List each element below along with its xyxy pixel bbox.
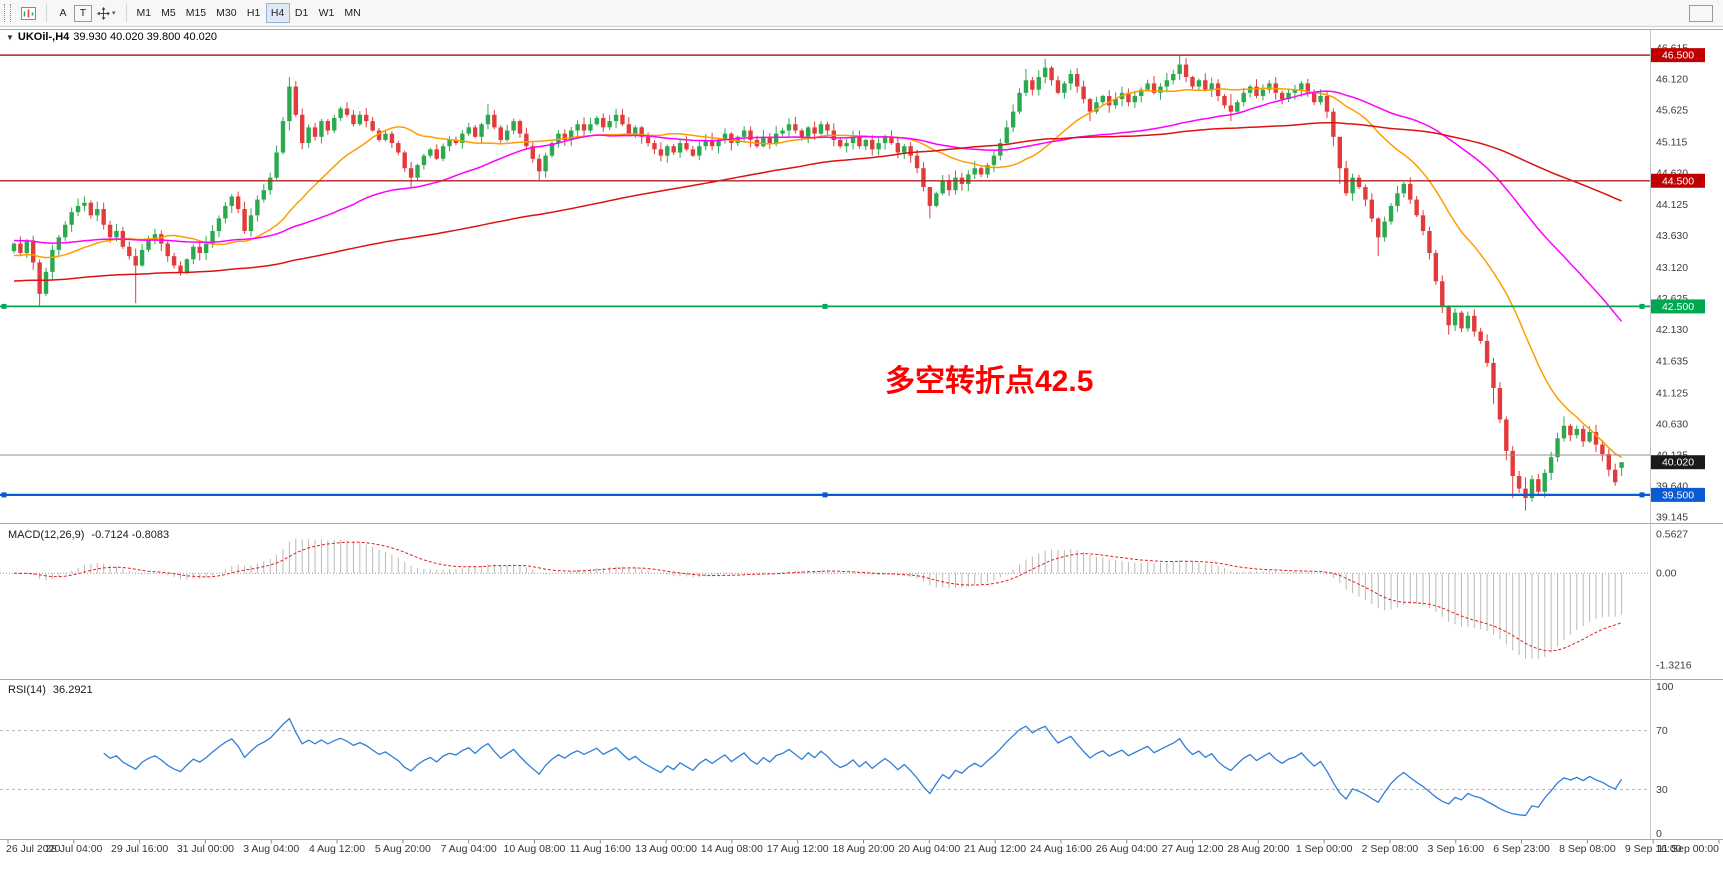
toolbar-separator — [125, 4, 127, 22]
chart-window-icon[interactable] — [16, 3, 41, 23]
toolbar-grip[interactable] — [4, 4, 11, 22]
svg-text:30: 30 — [1656, 784, 1668, 796]
svg-text:40.630: 40.630 — [1656, 418, 1688, 430]
svg-text:45.115: 45.115 — [1656, 137, 1687, 149]
symbol-name: UKOil-,H4 — [17, 31, 70, 43]
timeframe-m30-button[interactable]: M30 — [211, 3, 241, 23]
svg-text:45.625: 45.625 — [1656, 105, 1688, 117]
svg-text:29 Jul 16:00: 29 Jul 16:00 — [111, 843, 168, 855]
svg-text:3 Aug 04:00: 3 Aug 04:00 — [243, 843, 299, 855]
move-arrows-icon — [97, 6, 110, 20]
svg-text:18 Aug 20:00: 18 Aug 20:00 — [833, 843, 895, 855]
svg-text:10 Aug 08:00: 10 Aug 08:00 — [504, 843, 566, 855]
svg-text:46.500: 46.500 — [1662, 50, 1694, 62]
macd-values: -0.7124 -0.8083 — [91, 529, 170, 541]
crosshair-tool-button[interactable]: ▾ — [92, 3, 121, 23]
svg-text:1 Sep 00:00: 1 Sep 00:00 — [1296, 843, 1353, 855]
price-axis[interactable]: 46.61546.12045.62545.11544.62044.12543.6… — [1651, 42, 1705, 840]
chart-annotation-text[interactable]: 多空转折点42.5 — [885, 365, 1094, 398]
caret-down-icon: ▾ — [112, 10, 116, 17]
svg-text:46.120: 46.120 — [1656, 74, 1688, 86]
toolbar-extra-button[interactable] — [1689, 4, 1713, 22]
chart-symbol-label: ▼ UKOil-,H4 39.930 40.020 39.800 40.020 — [6, 31, 217, 43]
svg-text:44.125: 44.125 — [1656, 199, 1688, 211]
macd-label: MACD(12,26,9) — [8, 529, 85, 541]
svg-text:44.500: 44.500 — [1662, 175, 1694, 187]
svg-text:28 Aug 20:00: 28 Aug 20:00 — [1227, 843, 1289, 855]
timeframe-h1-button[interactable]: H1 — [242, 3, 266, 23]
svg-text:9 Sep 16:00: 9 Sep 16:00 — [1625, 843, 1682, 855]
rsi-pane-label: RSI(14) 36.2921 — [8, 684, 93, 696]
toolbar: A T ▾ M1 M5 M15 M30 H1 H4 D1 W1 MN — [0, 0, 1723, 27]
svg-text:0.5627: 0.5627 — [1656, 529, 1688, 541]
svg-text:8 Sep 08:00: 8 Sep 08:00 — [1559, 843, 1616, 855]
macd-pane-label: MACD(12,26,9) -0.7124 -0.8083 — [8, 529, 169, 541]
rsi-line — [103, 717, 1623, 817]
price-badge-39.500 — [1651, 487, 1705, 502]
svg-text:7 Aug 04:00: 7 Aug 04:00 — [441, 843, 497, 855]
rsi-label: RSI(14) — [8, 684, 46, 696]
horizontal-lines — [0, 54, 1650, 498]
svg-text:43.120: 43.120 — [1656, 262, 1688, 274]
svg-text:31 Jul 00:00: 31 Jul 00:00 — [177, 843, 234, 855]
price-badge-42.500 — [1651, 299, 1705, 314]
svg-text:100: 100 — [1656, 681, 1674, 693]
timeframe-h4-button[interactable]: H4 — [265, 3, 290, 23]
candlestick-series — [11, 55, 1624, 511]
timeframe-m5-button[interactable]: M5 — [156, 3, 181, 23]
svg-text:2 Sep 08:00: 2 Sep 08:00 — [1362, 843, 1419, 855]
price-badge-46.500 — [1651, 48, 1705, 63]
timeframe-m1-button[interactable]: M1 — [132, 3, 157, 23]
svg-text:24 Aug 16:00: 24 Aug 16:00 — [1030, 843, 1092, 855]
text-tool-button[interactable]: T — [74, 4, 92, 22]
svg-text:11 Aug 16:00: 11 Aug 16:00 — [570, 843, 631, 855]
price-badge-44.500 — [1651, 173, 1705, 188]
svg-text:14 Aug 08:00: 14 Aug 08:00 — [701, 843, 763, 855]
svg-text:42.130: 42.130 — [1656, 324, 1688, 336]
moving-average-120 — [13, 121, 1622, 282]
current-ohlc-text: 39.930 40.020 39.800 40.020 — [73, 31, 218, 43]
svg-text:4 Aug 12:00: 4 Aug 12:00 — [309, 843, 365, 855]
moving-average-50 — [13, 90, 1623, 322]
svg-text:27 Aug 12:00: 27 Aug 12:00 — [1162, 843, 1224, 855]
svg-text:39.145: 39.145 — [1656, 512, 1688, 524]
svg-text:13 Aug 00:00: 13 Aug 00:00 — [635, 843, 697, 855]
pointer-tool-button[interactable]: A — [52, 3, 74, 23]
svg-text:41.125: 41.125 — [1656, 387, 1688, 399]
svg-text:26 Aug 04:00: 26 Aug 04:00 — [1096, 843, 1158, 855]
svg-text:70: 70 — [1656, 725, 1668, 737]
svg-text:-1.3216: -1.3216 — [1656, 660, 1692, 672]
toolbar-separator — [46, 4, 47, 22]
price-badge-40.020 — [1651, 455, 1705, 470]
svg-text:3 Sep 16:00: 3 Sep 16:00 — [1427, 843, 1484, 855]
pane-separators — [0, 29, 1723, 840]
svg-text:43.630: 43.630 — [1656, 230, 1688, 242]
bar-chart-icon — [21, 6, 36, 20]
timeframe-w1-button[interactable]: W1 — [314, 3, 340, 23]
timeframe-d1-button[interactable]: D1 — [290, 3, 314, 23]
rsi-value: 36.2921 — [52, 684, 93, 696]
svg-text:28 Jul 04:00: 28 Jul 04:00 — [45, 843, 102, 855]
svg-text:40.020: 40.020 — [1662, 457, 1694, 469]
timeframe-mn-button[interactable]: MN — [339, 3, 365, 23]
svg-text:11 Sep 00:00: 11 Sep 00:00 — [1657, 843, 1719, 855]
svg-text:0: 0 — [1656, 828, 1662, 840]
svg-text:26 Jul 2020: 26 Jul 2020 — [6, 843, 60, 855]
macd-signal-line — [13, 541, 1622, 652]
svg-text:39.500: 39.500 — [1662, 489, 1694, 501]
svg-text:0.00: 0.00 — [1656, 568, 1677, 580]
svg-text:42.500: 42.500 — [1662, 301, 1694, 313]
svg-text:41.635: 41.635 — [1656, 355, 1688, 367]
macd-histogram — [19, 538, 1623, 660]
svg-text:17 Aug 12:00: 17 Aug 12:00 — [767, 843, 829, 855]
symbol-dropdown-icon[interactable]: ▼ — [6, 32, 14, 42]
svg-text:6 Sep 23:00: 6 Sep 23:00 — [1493, 843, 1550, 855]
svg-text:5 Aug 20:00: 5 Aug 20:00 — [375, 843, 431, 855]
timeframe-m15-button[interactable]: M15 — [181, 3, 211, 23]
svg-text:21 Aug 12:00: 21 Aug 12:00 — [964, 843, 1026, 855]
moving-average-20 — [13, 87, 1622, 459]
svg-text:20 Aug 04:00: 20 Aug 04:00 — [898, 843, 960, 855]
